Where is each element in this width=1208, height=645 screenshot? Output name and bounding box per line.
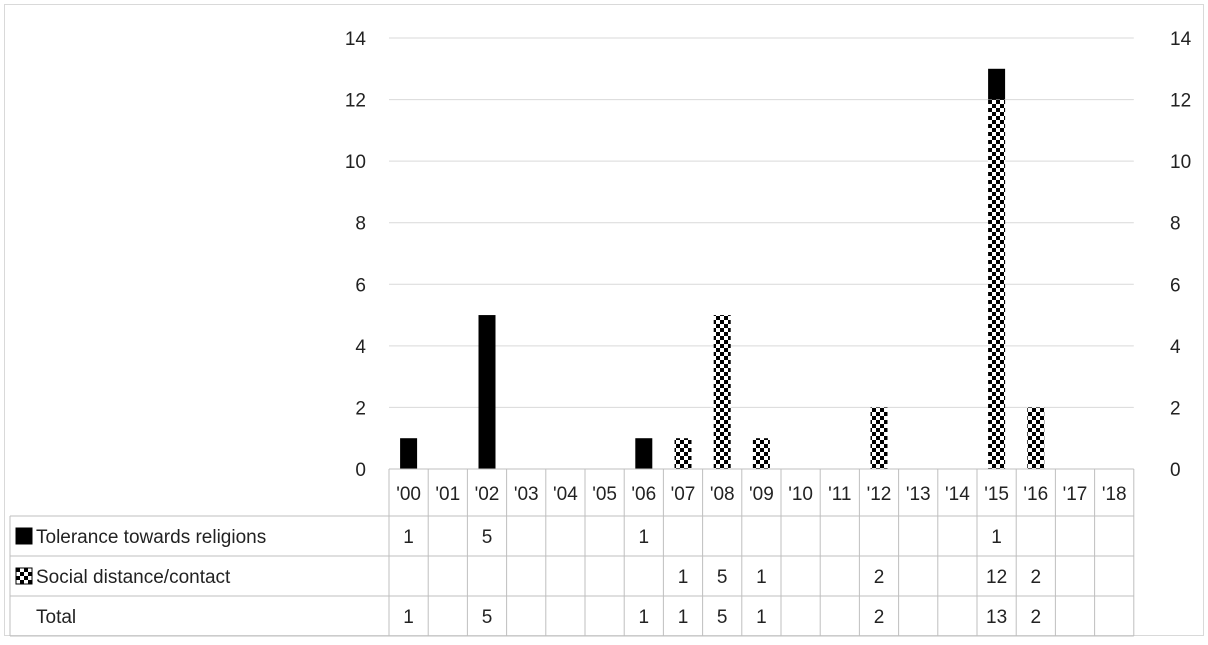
legend-key bbox=[15, 567, 33, 585]
table-cell-value: 2 bbox=[874, 567, 885, 588]
table-cell-value: 1 bbox=[639, 527, 650, 548]
x-tick-label: '16 bbox=[1023, 484, 1048, 505]
bar-segment bbox=[752, 438, 770, 469]
y-tick-label-left: 14 bbox=[345, 29, 367, 50]
y-tick-label-right: 10 bbox=[1170, 152, 1191, 173]
table-cell-value: 1 bbox=[756, 567, 767, 588]
y-tick-label-left: 8 bbox=[355, 214, 366, 235]
x-tick-label: '09 bbox=[749, 484, 774, 505]
y-tick-label-right: 14 bbox=[1170, 29, 1192, 50]
x-tick-label: '18 bbox=[1102, 484, 1127, 505]
x-tick-label: '12 bbox=[867, 484, 892, 505]
table-cell-value: 1 bbox=[403, 607, 414, 628]
x-tick-label: '03 bbox=[514, 484, 539, 505]
bar-segment bbox=[400, 438, 418, 469]
table-cell-value: 2 bbox=[1031, 567, 1042, 588]
table-cell-value: 5 bbox=[717, 567, 728, 588]
table-cell-value: 2 bbox=[874, 607, 885, 628]
bar-segment bbox=[478, 315, 496, 469]
y-tick-label-right: 6 bbox=[1170, 275, 1181, 296]
x-tick-label: '10 bbox=[788, 484, 813, 505]
x-tick-label: '04 bbox=[553, 484, 578, 505]
x-tick-label: '15 bbox=[984, 484, 1009, 505]
y-tick-label-left: 12 bbox=[345, 91, 366, 112]
table-cell-value: 1 bbox=[678, 607, 689, 628]
table-cell-value: 1 bbox=[639, 607, 650, 628]
y-tick-label-right: 4 bbox=[1170, 337, 1181, 358]
bar-segment bbox=[713, 315, 731, 469]
x-tick-label: '08 bbox=[710, 484, 735, 505]
x-tick-label: '07 bbox=[671, 484, 696, 505]
table-cell-value: 12 bbox=[986, 567, 1007, 588]
bar-segment bbox=[1027, 407, 1045, 469]
x-tick-label: '06 bbox=[631, 484, 656, 505]
x-tick-label: '11 bbox=[828, 484, 851, 505]
bars bbox=[400, 68, 1045, 470]
x-tick-label: '13 bbox=[906, 484, 931, 505]
legend-key bbox=[15, 527, 33, 545]
x-tick-label: '14 bbox=[945, 484, 970, 505]
bar-segment bbox=[988, 68, 1006, 100]
table-cell-value: 1 bbox=[991, 527, 1002, 548]
table-cell-value: 1 bbox=[403, 527, 414, 548]
x-tick-label: '17 bbox=[1063, 484, 1088, 505]
x-tick-label: '00 bbox=[396, 484, 421, 505]
table-cell-value: 5 bbox=[717, 607, 728, 628]
gridlines bbox=[389, 37, 1134, 408]
table-cell-value: 13 bbox=[986, 607, 1007, 628]
bar-segment bbox=[988, 99, 1006, 470]
table-cell-value: 5 bbox=[482, 527, 493, 548]
table-cell-value: 1 bbox=[678, 567, 689, 588]
row-label: Social distance/contact bbox=[36, 567, 231, 588]
y-tick-label-left: 0 bbox=[355, 460, 366, 481]
x-tick-label: '01 bbox=[435, 484, 460, 505]
y-tick-label-left: 6 bbox=[355, 275, 366, 296]
row-label: Tolerance towards religions bbox=[36, 527, 266, 548]
row-label: Total bbox=[36, 607, 76, 628]
x-tick-label: '05 bbox=[592, 484, 617, 505]
bar-segment bbox=[635, 438, 653, 469]
bar-segment bbox=[870, 407, 888, 469]
table-cell-value: 1 bbox=[756, 607, 767, 628]
y-tick-label-right: 0 bbox=[1170, 460, 1181, 481]
y-tick-label-left: 2 bbox=[355, 398, 366, 419]
y-tick-label-right: 12 bbox=[1170, 91, 1191, 112]
x-tick-label: '02 bbox=[475, 484, 500, 505]
bar-segment bbox=[674, 438, 692, 469]
y-tick-label-left: 10 bbox=[345, 152, 366, 173]
table-cell-value: 5 bbox=[482, 607, 493, 628]
y-tick-label-left: 4 bbox=[355, 337, 366, 358]
data-table: '00 '01 '02 '03 '04 '05 '06 '07 '08 '09 '10 '11 '12 '… bbox=[9, 468, 1135, 637]
y-tick-label-right: 2 bbox=[1170, 398, 1181, 419]
y-tick-label-right: 8 bbox=[1170, 214, 1181, 235]
axes: 0 0 2 2 4 4 6 6 8 8 10 10 12 12 14 14 bbox=[345, 29, 1192, 481]
table-cell-value: 2 bbox=[1031, 607, 1042, 628]
